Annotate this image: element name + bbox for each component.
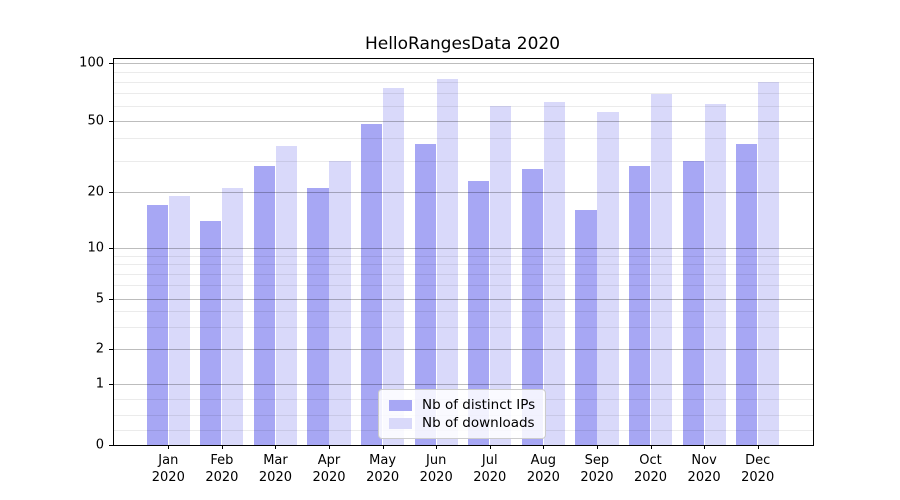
x-tick-label-dec: Dec 2020: [741, 453, 775, 485]
x-tick-mark: [382, 445, 384, 449]
y-tick-label: 2: [95, 341, 104, 357]
bar-nb-of-downloads-oct-2020: [650, 94, 673, 445]
y-tick-mark: [109, 445, 113, 446]
bar-nb-of-distinct-ips-jul-2020: [468, 181, 490, 445]
bar-nb-of-distinct-ips-may-2020: [361, 124, 383, 445]
bar-nb-of-downloads-dec-2020: [758, 81, 780, 445]
minor-gridline: [114, 326, 813, 328]
bar-nb-of-downloads-jan-2020: [168, 196, 190, 445]
bar-nb-of-downloads-mar-2020: [275, 146, 298, 445]
x-tick-mark: [704, 445, 706, 449]
legend-item-distinct-ips: Nb of distinct IPs: [389, 397, 535, 413]
minor-gridline: [114, 285, 813, 287]
bar-nb-of-distinct-ips-jan-2020: [146, 205, 168, 445]
bar-nb-of-downloads-may-2020: [383, 88, 405, 445]
x-tick-mark: [436, 445, 438, 449]
bar-nb-of-distinct-ips-nov-2020: [682, 160, 704, 445]
y-tick-label: 10: [87, 240, 104, 256]
bar-nb-of-distinct-ips-dec-2020: [736, 144, 758, 445]
x-tick-mark: [596, 445, 598, 449]
x-tick-label-oct: Oct 2020: [633, 453, 668, 485]
bar-nb-of-distinct-ips-jun-2020: [414, 144, 436, 445]
bar-nb-of-downloads-jul-2020: [490, 105, 512, 445]
bar-nb-of-downloads-sep-2020: [597, 111, 619, 445]
major-gridline: [114, 349, 813, 350]
legend-item-downloads: Nb of downloads: [389, 415, 535, 431]
x-tick-mark: [757, 445, 759, 449]
x-tick-label-may: May 2020: [366, 453, 400, 485]
bar-nb-of-downloads-apr-2020: [329, 160, 351, 445]
x-tick-mark: [329, 445, 331, 449]
x-tick-mark: [650, 445, 652, 449]
bar-nb-of-downloads-aug-2020: [543, 101, 565, 445]
y-tick-mark: [109, 192, 113, 193]
x-tick-mark: [168, 445, 170, 449]
chart-title: HelloRangesData 2020: [364, 34, 561, 54]
bar-nb-of-distinct-ips-oct-2020: [628, 165, 651, 445]
y-tick-mark: [109, 121, 113, 122]
x-tick-label-mar: Mar 2020: [258, 453, 292, 485]
x-tick-mark: [489, 445, 491, 449]
minor-gridline: [114, 81, 813, 83]
bar-nb-of-distinct-ips-feb-2020: [200, 220, 222, 445]
minor-gridline: [114, 71, 813, 73]
major-gridline: [114, 192, 813, 193]
x-tick-label-nov: Nov 2020: [687, 453, 721, 485]
x-tick-label-jun: Jun 2020: [419, 453, 453, 485]
x-tick-label-feb: Feb 2020: [205, 453, 239, 485]
y-tick-label: 100: [79, 55, 104, 71]
x-tick-label-aug: Aug 2020: [526, 453, 560, 485]
minor-gridline: [114, 274, 813, 276]
bar-nb-of-distinct-ips-apr-2020: [307, 188, 329, 445]
y-tick-mark: [109, 63, 113, 64]
x-tick-mark: [543, 445, 545, 449]
y-tick-mark: [109, 248, 113, 249]
x-tick-label-jan: Jan 2020: [151, 453, 185, 485]
legend-label-downloads: Nb of downloads: [422, 415, 535, 431]
major-gridline: [114, 121, 813, 122]
major-gridline: [114, 298, 813, 300]
bar-nb-of-distinct-ips-mar-2020: [253, 165, 276, 445]
legend: Nb of distinct IPs Nb of downloads: [378, 389, 546, 439]
plot-area: Nb of distinct IPs Nb of downloads 0 1 2 5 1…: [79, 56, 814, 485]
bar-nb-of-distinct-ips-sep-2020: [575, 210, 597, 445]
y-tick-label: 0: [95, 437, 104, 453]
y-tick-mark: [109, 298, 113, 300]
major-gridline: [114, 248, 813, 249]
x-tick-label-jul: Jul 2020: [473, 453, 507, 485]
y-tick-mark: [109, 384, 113, 385]
y-tick-label: 1: [95, 376, 104, 392]
minor-gridline: [114, 105, 813, 107]
bar-nb-of-downloads-nov-2020: [704, 104, 726, 445]
bar-nb-of-downloads-feb-2020: [222, 188, 244, 445]
x-tick-label-sep: Sep 2020: [580, 453, 614, 485]
y-tick-label: 5: [95, 291, 104, 307]
major-gridline: [114, 63, 813, 64]
minor-gridline: [114, 92, 813, 94]
minor-gridline: [114, 264, 813, 266]
bar-nb-of-distinct-ips-aug-2020: [521, 168, 543, 445]
y-tick-label: 20: [87, 184, 104, 200]
legend-swatch-downloads: [389, 417, 412, 429]
y-tick-label: 50: [87, 113, 104, 129]
major-gridline: [114, 384, 813, 385]
minor-gridline: [114, 160, 813, 162]
x-tick-mark: [275, 445, 277, 449]
bar-nb-of-downloads-jun-2020: [436, 78, 458, 445]
x-tick-label-apr: Apr 2020: [312, 453, 346, 485]
minor-gridline: [114, 310, 813, 312]
legend-swatch-distinct-ips: [389, 399, 412, 411]
minor-gridline: [114, 138, 813, 140]
legend-label-distinct-ips: Nb of distinct IPs: [422, 397, 536, 413]
x-tick-mark: [221, 445, 223, 449]
y-tick-mark: [109, 349, 113, 350]
minor-gridline: [114, 255, 813, 257]
